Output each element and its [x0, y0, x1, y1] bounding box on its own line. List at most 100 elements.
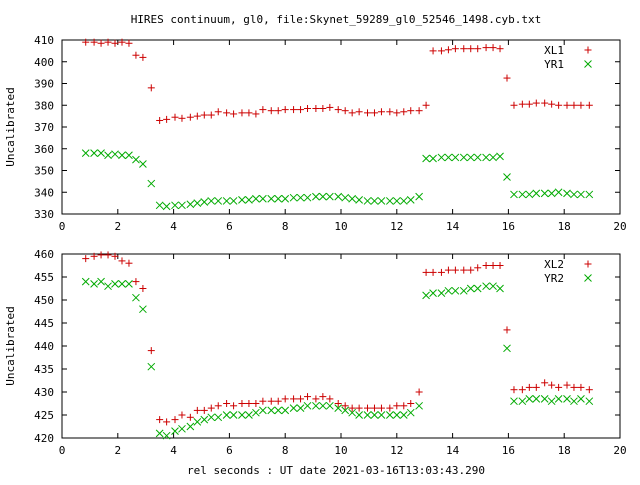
data-point — [525, 100, 533, 108]
data-point — [178, 201, 186, 210]
data-point — [386, 108, 394, 116]
data-point-d2 — [281, 194, 290, 203]
data-point — [178, 411, 186, 419]
data-point — [132, 278, 140, 286]
data-point — [473, 153, 482, 162]
data-point-d2 — [377, 197, 386, 205]
data-point — [460, 266, 468, 274]
data-point — [393, 109, 401, 117]
data-point-d2 — [415, 401, 423, 410]
data-point — [223, 400, 231, 407]
data-point — [451, 153, 460, 162]
data-point — [267, 107, 275, 115]
data-point-d2 — [312, 401, 320, 410]
series-xl2 — [82, 251, 593, 426]
data-point-d2 — [97, 277, 105, 286]
x-tick-label: 0 — [59, 220, 66, 233]
data-point-d2 — [547, 189, 556, 198]
data-point-d2 — [171, 201, 179, 210]
data-point — [252, 194, 260, 203]
data-point-d2 — [392, 411, 401, 419]
data-point — [460, 45, 468, 53]
data-point-d2 — [496, 152, 504, 161]
data-point-d2 — [570, 190, 578, 199]
x-tick-label: 8 — [282, 220, 289, 233]
data-point-d2 — [104, 282, 112, 291]
data-point — [518, 397, 527, 406]
data-point — [245, 196, 253, 204]
data-point — [370, 197, 379, 205]
data-point-d2 — [510, 397, 518, 406]
x-tick-label: 10 — [334, 444, 347, 457]
data-point-d2 — [111, 280, 119, 288]
data-point — [200, 198, 209, 206]
data-point — [385, 411, 394, 419]
x-tick-label: 6 — [226, 444, 233, 457]
data-point — [82, 38, 90, 46]
data-point-d2 — [267, 194, 276, 203]
data-point-d2 — [577, 190, 585, 199]
data-point — [156, 116, 164, 124]
data-point — [400, 108, 408, 116]
data-point — [274, 406, 283, 415]
data-point-d2 — [222, 411, 231, 419]
data-point-d2 — [200, 415, 209, 424]
data-point-d2 — [525, 395, 534, 403]
data-point-d2 — [503, 344, 511, 353]
data-point — [200, 415, 209, 424]
data-point — [437, 153, 446, 162]
y-tick-label: 430 — [34, 386, 54, 399]
data-point — [503, 74, 511, 82]
data-point — [90, 149, 98, 157]
data-point — [570, 101, 578, 109]
data-point-d2 — [563, 395, 571, 403]
y-tick-label: 450 — [34, 294, 54, 307]
data-point-d2 — [289, 193, 298, 202]
data-point — [171, 113, 179, 121]
x-tick-label: 0 — [59, 444, 66, 457]
data-point — [422, 101, 430, 109]
data-point-d2 — [200, 198, 209, 206]
data-point — [259, 194, 267, 203]
data-point — [238, 411, 246, 419]
data-point-d2 — [207, 413, 216, 422]
data-point — [554, 188, 563, 197]
data-point-d2 — [482, 153, 490, 162]
data-point-d2 — [207, 197, 216, 205]
data-point-d2 — [518, 190, 527, 199]
data-point — [363, 197, 372, 205]
x-tick-label: 12 — [390, 220, 403, 233]
data-point-d2 — [399, 411, 408, 419]
data-point — [274, 107, 282, 115]
data-point — [193, 406, 201, 414]
data-point — [147, 179, 156, 188]
data-point — [97, 39, 105, 47]
data-point — [81, 277, 90, 286]
data-point-d2 — [139, 305, 147, 314]
data-point — [290, 395, 298, 403]
data-point — [482, 153, 490, 162]
data-point-d2 — [274, 194, 283, 203]
data-point — [214, 108, 222, 116]
data-point — [281, 106, 289, 114]
data-point — [319, 192, 327, 201]
data-point — [532, 189, 541, 198]
data-point — [577, 383, 585, 391]
data-point — [178, 114, 186, 122]
data-point — [111, 39, 119, 47]
data-point — [125, 151, 133, 160]
data-point — [132, 293, 140, 302]
data-point — [540, 395, 549, 403]
data-point — [518, 386, 526, 394]
data-point — [223, 109, 231, 117]
data-point-d2 — [334, 404, 343, 412]
data-point — [200, 406, 208, 414]
data-point-d2 — [370, 197, 379, 205]
data-point-d2 — [155, 429, 164, 438]
data-point — [281, 395, 289, 403]
data-point — [548, 381, 556, 389]
y-tick-label: 410 — [34, 34, 54, 47]
data-point — [252, 400, 260, 407]
data-point — [541, 99, 549, 107]
